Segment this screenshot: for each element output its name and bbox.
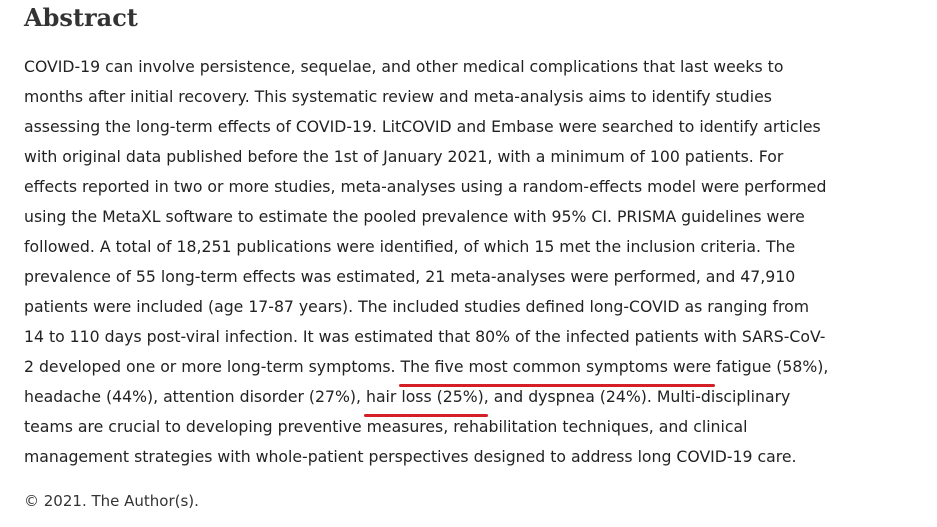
abstract-line-text: fatigue (58%), (711, 357, 829, 376)
abstract-line: patients were included (age 17-87 years)… (24, 297, 809, 316)
abstract-line: prevalence of 55 long-term effects was e… (24, 267, 796, 286)
abstract-text: COVID-19 can involve persistence, sequel… (24, 52, 929, 472)
abstract-line: effects reported in two or more studies,… (24, 177, 827, 196)
copyright-notice: © 2021. The Author(s). (24, 492, 199, 510)
abstract-section: Abstract COVID-19 can involve persistenc… (24, 0, 929, 510)
abstract-line: 14 to 110 days post-viral infection. It … (24, 327, 826, 346)
abstract-line: 2 developed one or more long-term sympto… (24, 352, 929, 387)
abstract-line: headache (44%), attention disorder (27%)… (24, 382, 929, 417)
abstract-line: COVID-19 can involve persistence, sequel… (24, 57, 784, 76)
abstract-line: management strategies with whole-patient… (24, 447, 797, 466)
abstract-line: with original data published before the … (24, 147, 784, 166)
abstract-line: assessing the long-term effects of COVID… (24, 117, 821, 136)
abstract-line: using the MetaXL software to estimate th… (24, 207, 805, 226)
abstract-line-text: , and dyspnea (24%). Multi-disciplinary (483, 387, 791, 406)
highlighted-phrase-hair-loss: hair loss (25%) (364, 382, 488, 417)
highlighted-phrase-common-symptoms: The five most common symptoms were (398, 352, 715, 387)
abstract-line: months after initial recovery. This syst… (24, 87, 772, 106)
abstract-line-text: 2 developed one or more long-term sympto… (24, 357, 401, 376)
abstract-heading: Abstract (24, 3, 138, 32)
abstract-line: followed. A total of 18,251 publications… (24, 237, 796, 256)
abstract-line: teams are crucial to developing preventi… (24, 417, 748, 436)
abstract-line-text: headache (44%), attention disorder (27%)… (24, 387, 366, 406)
